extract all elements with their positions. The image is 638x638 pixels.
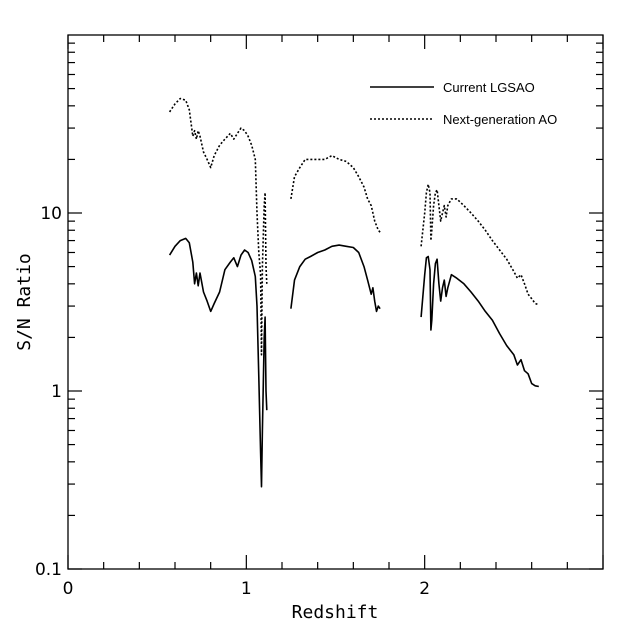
legend-label: Next-generation AO [443,112,557,127]
current-lgsao-line-segment [168,237,268,488]
y-tick-label: 10 [40,204,62,224]
next-generation-ao-line-segment [290,154,381,233]
x-tick-label: 1 [241,579,252,599]
x-tick-label: 0 [63,579,74,599]
y-axis-title: S/N Ratio [14,253,35,351]
x-tick-label: 2 [419,579,430,599]
legend: Current LGSAO Next-generation AO [370,80,557,127]
plot-frame [67,34,604,570]
y-tick-label: 1 [51,382,62,402]
current-lgsao-line-segment [420,255,539,388]
x-axis-title: Redshift [292,602,379,623]
next-generation-ao-line-segment [168,97,268,356]
legend-label: Current LGSAO [443,80,535,95]
series-lines [168,97,540,488]
next-generation-ao-line-segment [420,183,540,306]
tick-labels: 0 1 2 0.1 1 10 [35,204,430,599]
minor-ticks [68,35,603,569]
current-lgsao-line-segment [290,244,381,313]
major-ticks [67,35,604,570]
y-tick-label: 0.1 [35,560,62,580]
